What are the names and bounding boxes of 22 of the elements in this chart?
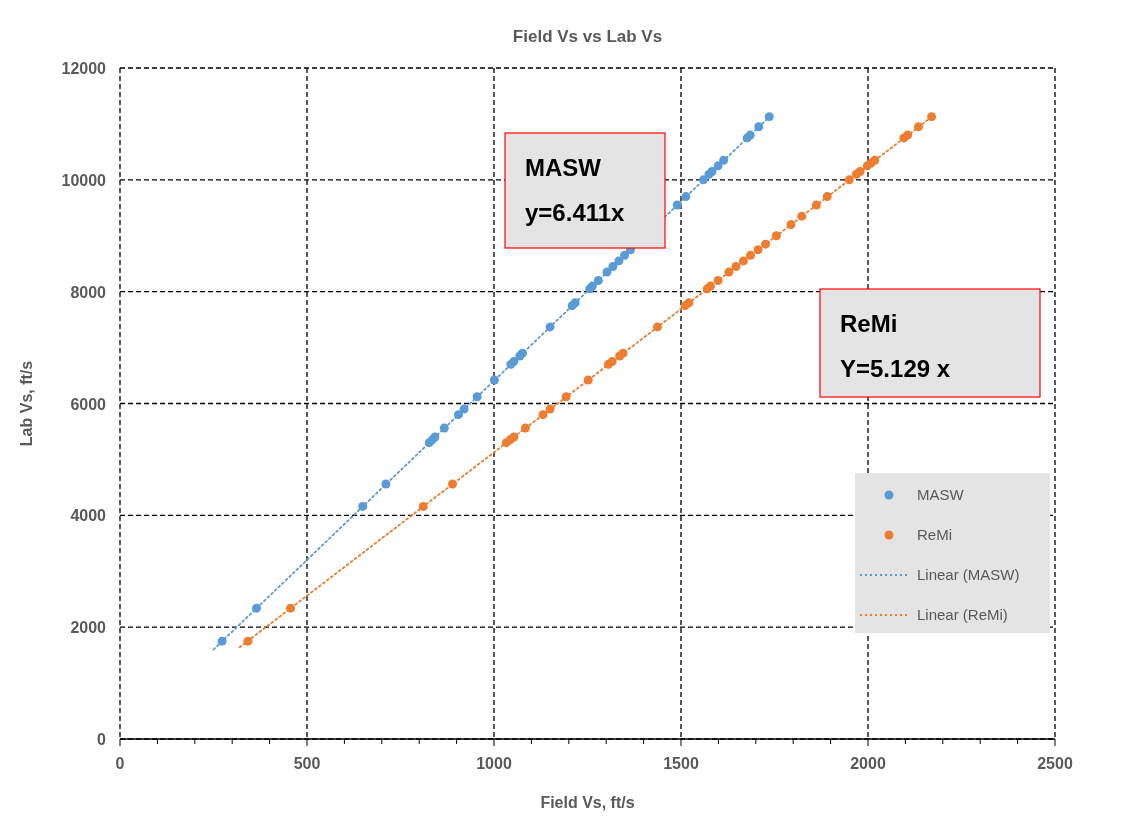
x-tick-label: 2000 (850, 755, 886, 772)
y-tick-label: 2000 (70, 619, 107, 637)
x-tick-label: 1000 (476, 755, 512, 772)
y-tick-label: 4000 (70, 507, 107, 525)
y-tick-label: 0 (97, 731, 107, 748)
x-tick-label: 1500 (663, 755, 699, 772)
x-tick-label: 500 (293, 755, 321, 772)
legend-label: Linear (MASW) (917, 566, 1020, 583)
y-tick-label: 10000 (61, 171, 107, 189)
x-axis-title: Field Vs, ft/s (540, 794, 635, 811)
y-tick-label: 8000 (70, 283, 107, 301)
y-axis-title: Lab Vs, ft/s (18, 360, 35, 447)
y-tick-label: 6000 (70, 395, 107, 413)
chart-title: Field Vs vs Lab Vs (512, 27, 663, 46)
legend-label: Linear (ReMi) (917, 606, 1008, 623)
x-tick-label: 2500 (1037, 755, 1073, 772)
x-tick-label: 0 (115, 755, 125, 772)
legend-label: ReMi (917, 526, 953, 543)
legend-label: MASW (917, 486, 965, 503)
annotation: ReMi Y=5.129 x (840, 310, 951, 382)
y-tick-label: 12000 (61, 60, 107, 77)
annotation: MASW y=6.411x (525, 154, 626, 226)
